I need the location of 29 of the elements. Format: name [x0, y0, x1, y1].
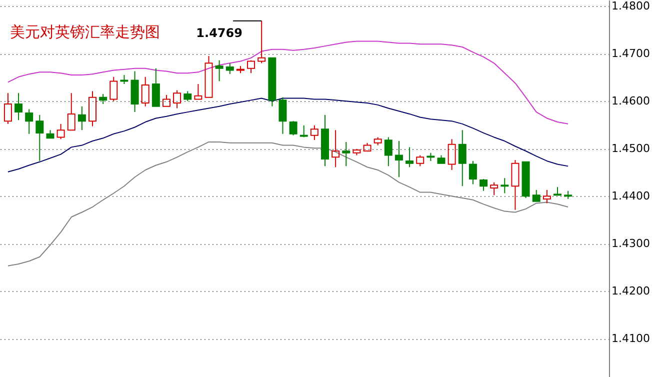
candlestick [88, 90, 97, 127]
candlestick [458, 130, 466, 187]
candlestick [78, 106, 86, 131]
y-tick-label: 1.4800 [612, 0, 650, 13]
y-tick-label: 1.4400 [612, 190, 650, 203]
line-series [7, 98, 569, 172]
candlestick [500, 178, 509, 194]
candlestick [511, 160, 520, 210]
candlestick [332, 130, 340, 168]
candlestick [25, 108, 34, 134]
y-tick-label: 1.4200 [612, 284, 650, 298]
y-tick-label: 1.4100 [612, 332, 650, 346]
candlestick [130, 70, 139, 113]
annotation: 1.4769 [196, 26, 242, 40]
y-tick-label: 1.4300 [612, 237, 650, 250]
y-tick-label: 1.4700 [612, 47, 650, 60]
candlestick [384, 136, 392, 167]
candlestick [141, 76, 150, 107]
candlestick [342, 141, 350, 167]
y-tick-label: 1.4600 [612, 94, 650, 108]
y-tick-label: 1.4500 [612, 142, 650, 156]
text: 美元对英镑汇率走势图 [10, 23, 160, 41]
candlestick [99, 94, 108, 104]
candlestick [4, 92, 12, 124]
candlestick [14, 92, 23, 121]
candlestick [173, 90, 182, 109]
line-series [7, 40, 569, 124]
candlestick [394, 140, 403, 178]
candlestick [321, 114, 329, 167]
